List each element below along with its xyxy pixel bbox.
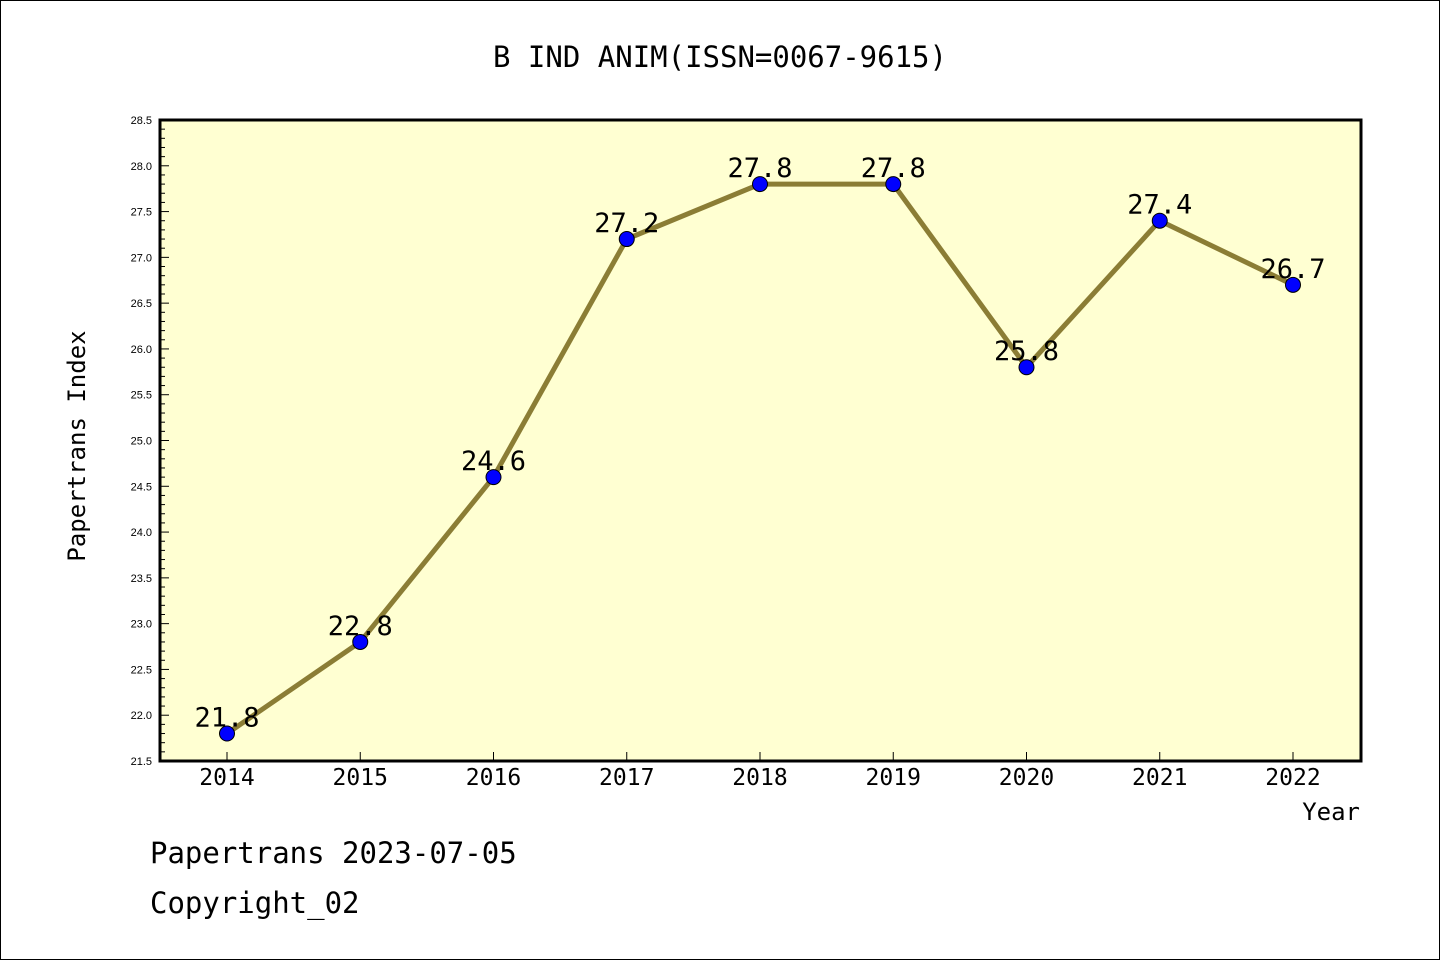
data-point xyxy=(219,725,235,742)
x-tick-label: 2016 xyxy=(466,765,521,791)
y-tick-label: 28.0 xyxy=(131,161,152,173)
x-tick-label: 2022 xyxy=(1265,765,1320,791)
x-axis-ticks: 2014 2015 2016 2017 2018 2019 2020 2021 2022 xyxy=(199,752,1321,791)
x-tick-label: 2014 xyxy=(199,765,254,791)
x-tick-label: 2017 xyxy=(599,765,654,791)
chart-title: B IND ANIM(ISSN=0067-9615) xyxy=(493,40,947,74)
y-tick-label: 24.0 xyxy=(131,527,152,539)
data-label: 26.7 xyxy=(1260,254,1325,285)
data-label: 24.6 xyxy=(461,446,526,477)
y-tick-label: 27.0 xyxy=(131,252,152,264)
y-tick-label: 22.5 xyxy=(131,664,152,676)
x-tick-label: 2019 xyxy=(866,765,921,791)
data-point xyxy=(485,469,502,486)
y-tick-label: 23.5 xyxy=(131,573,152,585)
data-labels: 21.8 22.8 24.6 27.2 27.8 27.8 25.8 27.4 26.7 xyxy=(194,153,1325,733)
y-tick-label: 26.5 xyxy=(131,298,152,310)
x-axis-label: Year xyxy=(1302,798,1360,826)
data-label: 27.2 xyxy=(594,208,659,239)
data-label: 21.8 xyxy=(194,703,259,734)
data-point xyxy=(618,231,635,248)
series-layer xyxy=(219,176,1301,742)
data-point xyxy=(885,176,902,193)
footer-copyright: Copyright_02 xyxy=(150,886,360,920)
y-tick-label: 21.5 xyxy=(131,756,152,768)
x-tick-label: 2015 xyxy=(333,765,388,791)
data-point xyxy=(1151,212,1168,229)
x-tick-label: 2020 xyxy=(999,765,1054,791)
footer-date: Papertrans 2023-07-05 xyxy=(150,836,517,870)
data-label: 27.8 xyxy=(861,153,926,184)
data-point xyxy=(1285,276,1301,293)
y-axis-label: Papertrans Index xyxy=(63,330,91,561)
data-point xyxy=(352,633,369,650)
data-label: 25.8 xyxy=(994,336,1059,367)
y-tick-label: 28.5 xyxy=(131,115,152,127)
y-tick-label: 26.0 xyxy=(131,344,152,356)
data-point xyxy=(1018,359,1035,376)
y-tick-label: 23.0 xyxy=(131,619,152,631)
data-label: 27.8 xyxy=(727,153,792,184)
y-tick-label: 27.5 xyxy=(131,207,152,219)
data-label: 27.4 xyxy=(1127,190,1192,221)
plot-border xyxy=(158,118,1363,763)
data-label: 22.8 xyxy=(328,611,393,642)
y-tick-label: 22.0 xyxy=(131,710,152,722)
y-tick-label: 25.5 xyxy=(131,390,152,402)
y-tick-label: 24.5 xyxy=(131,481,152,493)
x-tick-label: 2021 xyxy=(1132,765,1187,791)
y-tick-label: 25.0 xyxy=(131,436,152,448)
x-tick-label: 2018 xyxy=(732,765,787,791)
data-point xyxy=(752,176,768,193)
